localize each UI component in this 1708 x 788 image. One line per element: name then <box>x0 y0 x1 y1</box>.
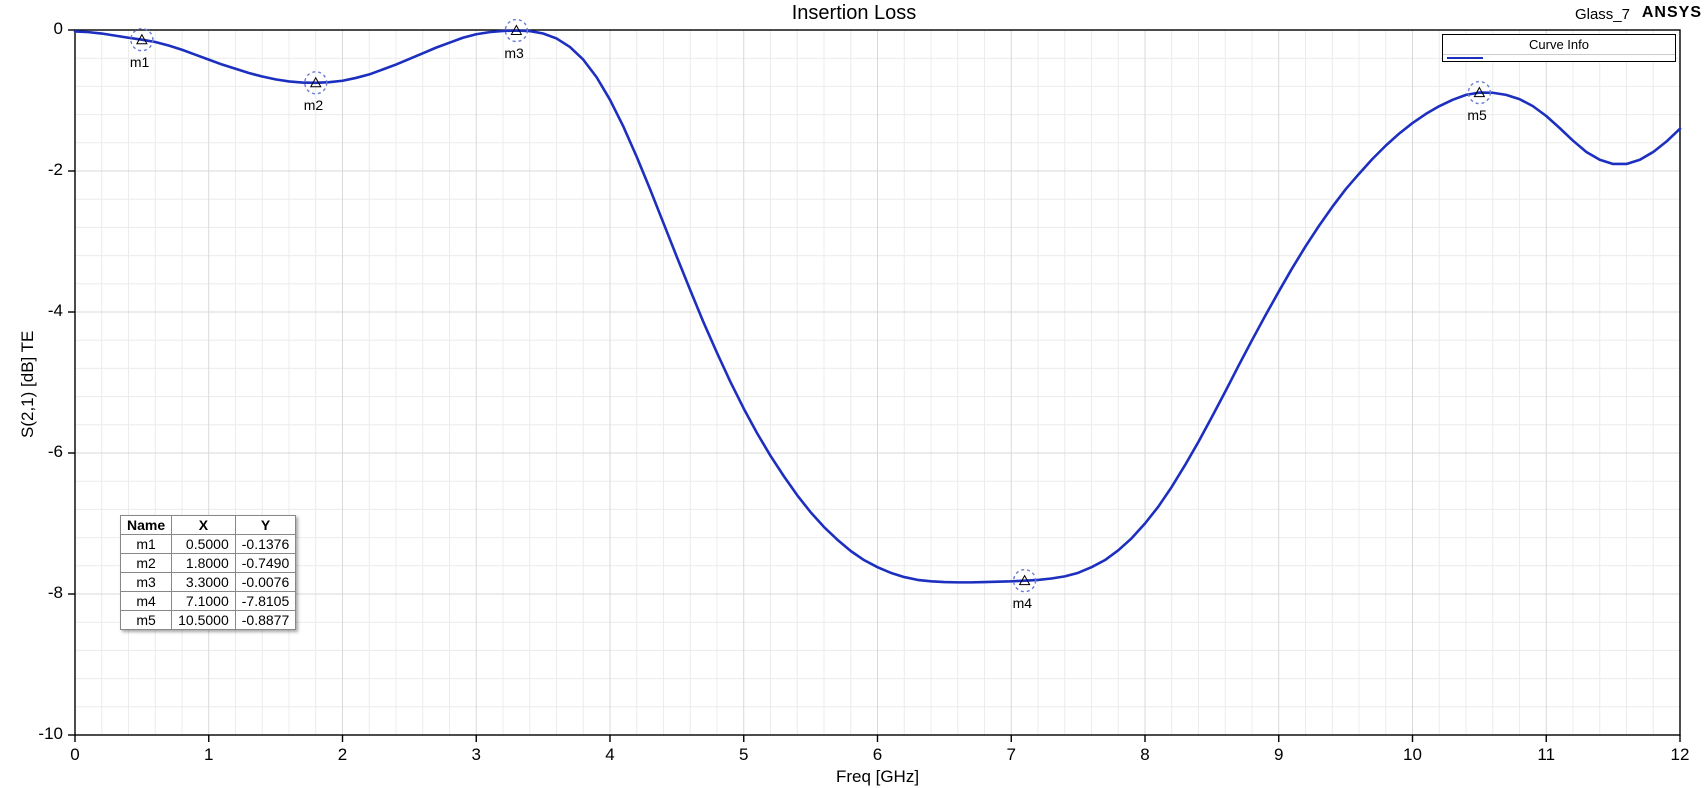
x-tick-label: 10 <box>1398 745 1428 765</box>
y-tick-label: 0 <box>54 19 63 39</box>
marker-label: m2 <box>304 97 323 113</box>
marker-table-row: m10.5000-0.1376 <box>121 535 296 554</box>
x-tick-label: 6 <box>863 745 893 765</box>
marker-table-row: m510.5000-0.8877 <box>121 611 296 630</box>
marker-table-cell: 7.1000 <box>172 592 236 611</box>
x-tick-label: 12 <box>1665 745 1695 765</box>
x-tick-label: 0 <box>60 745 90 765</box>
chart-container: Insertion Loss Glass_7 ANSYS S(2,1) [dB]… <box>0 0 1708 788</box>
marker-table-header: Name <box>121 516 172 535</box>
marker-table-row: m21.8000-0.7490 <box>121 554 296 573</box>
x-tick-label: 11 <box>1531 745 1561 765</box>
marker-table-cell: m4 <box>121 592 172 611</box>
x-tick-label: 9 <box>1264 745 1294 765</box>
marker-table-cell: -0.1376 <box>235 535 295 554</box>
marker-table-row: m47.1000-7.8105 <box>121 592 296 611</box>
marker-table-cell: -7.8105 <box>235 592 295 611</box>
y-tick-label: -4 <box>48 301 63 321</box>
x-tick-label: 4 <box>595 745 625 765</box>
marker-label: m5 <box>1467 107 1486 123</box>
legend-title: Curve Info <box>1443 35 1675 55</box>
x-tick-label: 2 <box>328 745 358 765</box>
marker-label: m3 <box>504 45 523 61</box>
marker-table-cell: 10.5000 <box>172 611 236 630</box>
x-tick-label: 3 <box>461 745 491 765</box>
marker-label: m1 <box>130 54 149 70</box>
marker-label: m4 <box>1013 595 1032 611</box>
y-tick-label: -6 <box>48 442 63 462</box>
marker-table-header: Y <box>235 516 295 535</box>
x-axis-label: Freq [GHz] <box>818 767 938 787</box>
marker-table-cell: 1.8000 <box>172 554 236 573</box>
legend-swatch <box>1447 57 1483 59</box>
marker-table-cell: m3 <box>121 573 172 592</box>
marker-table-row: m33.3000-0.0076 <box>121 573 296 592</box>
marker-table-cell: -0.7490 <box>235 554 295 573</box>
marker-table-cell: -0.0076 <box>235 573 295 592</box>
marker-table-cell: m1 <box>121 535 172 554</box>
marker-table-cell: 0.5000 <box>172 535 236 554</box>
x-tick-label: 8 <box>1130 745 1160 765</box>
y-tick-label: -10 <box>38 724 63 744</box>
marker-table-cell: m5 <box>121 611 172 630</box>
x-tick-label: 5 <box>729 745 759 765</box>
marker-table-cell: m2 <box>121 554 172 573</box>
x-tick-label: 1 <box>194 745 224 765</box>
y-tick-label: -8 <box>48 583 63 603</box>
chart-svg <box>0 0 1708 788</box>
legend-item <box>1443 55 1675 61</box>
marker-table: NameXY m10.5000-0.1376m21.8000-0.7490m33… <box>120 515 296 630</box>
x-tick-label: 7 <box>996 745 1026 765</box>
y-axis-label: S(2,1) [dB] TE <box>18 330 38 437</box>
marker-table-cell: -0.8877 <box>235 611 295 630</box>
y-tick-label: -2 <box>48 160 63 180</box>
marker-table-cell: 3.3000 <box>172 573 236 592</box>
legend-box: Curve Info <box>1442 34 1676 62</box>
marker-table-header: X <box>172 516 236 535</box>
